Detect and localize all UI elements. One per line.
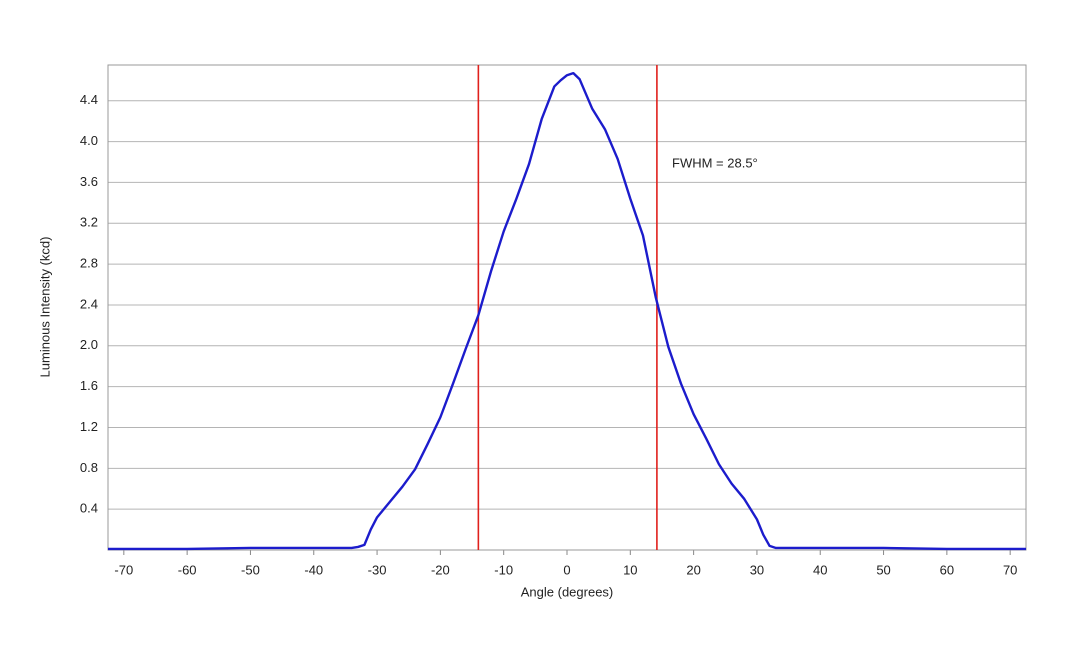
- y-tick-label: 0.4: [80, 501, 98, 516]
- y-tick-label: 0.8: [80, 460, 98, 475]
- x-axis-title: Angle (degrees): [521, 584, 614, 599]
- plot-frame: [107, 64, 1027, 551]
- x-tick-label: 60: [940, 562, 954, 577]
- x-tick-label: -70: [114, 562, 133, 577]
- x-tick-label: 50: [876, 562, 890, 577]
- x-tick-label: 70: [1003, 562, 1017, 577]
- y-tick-label: 4.4: [80, 92, 98, 107]
- x-tick-label: 30: [750, 562, 764, 577]
- x-tick-label: 0: [563, 562, 570, 577]
- x-tick-label: -60: [178, 562, 197, 577]
- x-tick-label: -20: [431, 562, 450, 577]
- y-tick-label: 2.0: [80, 337, 98, 352]
- x-tick-label: -10: [494, 562, 513, 577]
- y-tick-label: 3.2: [80, 215, 98, 230]
- y-tick-label: 3.6: [80, 174, 98, 189]
- annotation: FWHM = 28.5°: [672, 155, 758, 170]
- data-line: [108, 71, 1026, 551]
- y-tick-label: 1.2: [80, 419, 98, 434]
- y-tick-label: 1.6: [80, 378, 98, 393]
- x-tick-label: -30: [368, 562, 387, 577]
- x-tick-label: 10: [623, 562, 637, 577]
- y-tick-label: 2.8: [80, 256, 98, 271]
- x-tick-label: -40: [304, 562, 323, 577]
- y-tick-label: 2.4: [80, 296, 98, 311]
- x-tick-label: 20: [686, 562, 700, 577]
- y-tick-label: 4.0: [80, 133, 98, 148]
- y-axis-title: Luminous Intensity (kcd): [37, 237, 52, 378]
- x-tick-label: -50: [241, 562, 260, 577]
- x-tick-label: 40: [813, 562, 827, 577]
